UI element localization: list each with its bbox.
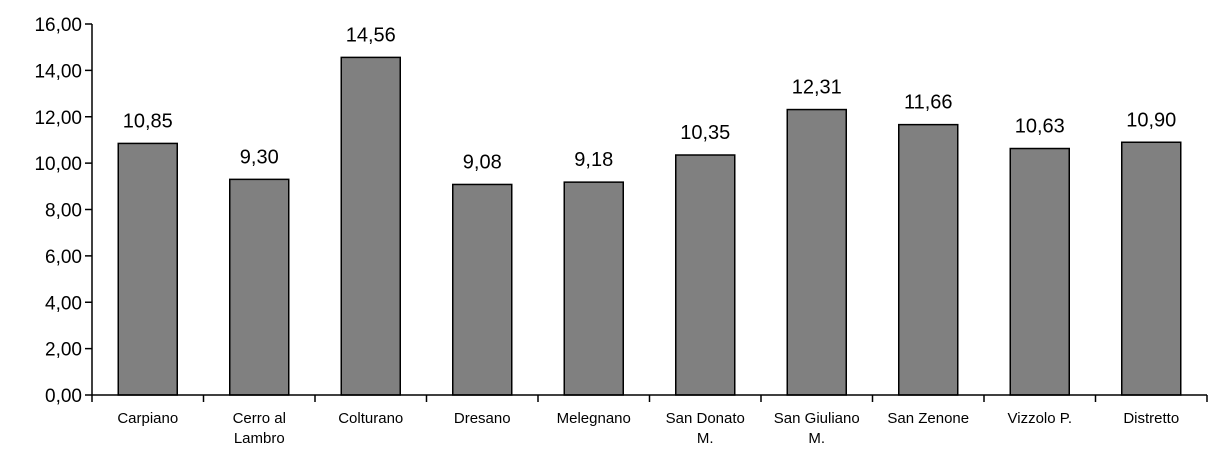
x-tick-label: Dresano (454, 410, 511, 427)
x-tick-label: San Giuliano M. (774, 410, 860, 447)
bar (340, 56, 401, 396)
x-tick-label: Colturano (338, 410, 403, 427)
data-label: 9,18 (574, 149, 613, 171)
bar (675, 154, 736, 396)
y-tick-label: 10,00 (34, 154, 82, 175)
data-label: 9,08 (463, 151, 502, 173)
y-tick-label: 4,00 (45, 293, 82, 314)
bar (1009, 147, 1070, 396)
data-label: 10,35 (680, 122, 730, 144)
y-tick-label: 6,00 (45, 247, 82, 268)
y-tick-label: 14,00 (34, 61, 82, 82)
y-tick-label: 0,00 (45, 386, 82, 407)
x-tick-label-line: Cerro al (233, 410, 286, 427)
x-tick-label-line: Melegnano (557, 410, 631, 427)
bars (117, 56, 1182, 396)
data-label: 11,66 (904, 92, 953, 114)
x-tick-label: Vizzolo P. (1008, 410, 1073, 427)
bar (452, 183, 513, 396)
data-label: 9,30 (240, 146, 279, 168)
x-axis: Carpiano Cerro al Lambro Colturano Dresano Me… (91, 394, 1208, 447)
x-tick-label-line: Carpiano (117, 410, 178, 427)
y-tick-label: 8,00 (45, 201, 82, 222)
x-tick-label-line: Vizzolo P. (1008, 410, 1073, 427)
x-tick-label-line: Distretto (1123, 410, 1179, 427)
bar (117, 142, 178, 396)
x-tick-label-line: San Donato (666, 410, 745, 427)
x-tick-label: Distretto (1123, 410, 1179, 427)
x-tick-label-line: San Giuliano (774, 410, 860, 427)
x-tick-label: San Donato M. (666, 410, 745, 447)
data-label: 14,56 (346, 24, 396, 46)
x-tick-label-line: Colturano (338, 410, 403, 427)
x-tick-label-line: M. (697, 430, 714, 447)
data-label: 10,85 (123, 110, 173, 132)
bar (898, 123, 959, 396)
y-tick-label: 2,00 (45, 340, 82, 361)
x-tick-label: Cerro al Lambro (233, 410, 286, 447)
x-tick-label: San Zenone (887, 410, 969, 427)
x-tick-label-line: San Zenone (887, 410, 969, 427)
data-label: 10,90 (1126, 109, 1176, 131)
x-tick-label: Melegnano (557, 410, 631, 427)
data-label: 12,31 (792, 77, 842, 99)
x-tick-label: Carpiano (117, 410, 178, 427)
bar (1121, 141, 1182, 396)
data-labels: 10,85 9,30 14,56 9,08 9,18 10,35 12,31 11,66 10,… (123, 24, 1177, 173)
x-tick-label-line: Dresano (454, 410, 511, 427)
bar (229, 178, 290, 396)
y-axis: 0,00 2,00 4,00 6,00 8,00 10,00 12,00 14,00 16,00 (34, 15, 93, 407)
x-tick-label-line: Lambro (234, 430, 285, 447)
y-tick-label: 12,00 (34, 108, 82, 129)
x-tick-label-line: M. (808, 430, 825, 447)
bar (786, 108, 847, 396)
data-label: 10,63 (1015, 116, 1065, 138)
y-tick-label: 16,00 (34, 15, 82, 36)
bar (563, 181, 624, 396)
